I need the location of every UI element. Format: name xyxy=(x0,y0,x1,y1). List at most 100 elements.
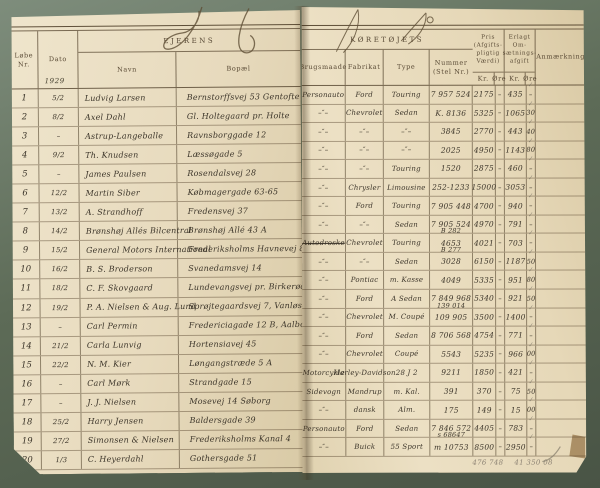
cell-bopael: Løngangstræde 5 A xyxy=(189,358,273,369)
cell-anmaerkning xyxy=(536,197,586,215)
cell-type: Coupé xyxy=(384,345,430,363)
cell-dato: 12/2 xyxy=(39,184,79,202)
cell-navn: Simonsen & Nielsen xyxy=(82,431,180,450)
cell-pris-kr: 4970 xyxy=(473,215,496,233)
cell-nummer-topline: B 282 xyxy=(440,227,462,236)
cell-anmaerkning xyxy=(536,85,586,103)
owner-row: 7 13/2 A. Strandhoff Fredensvej 37 xyxy=(12,201,302,223)
cell-pris-kr: 2875 xyxy=(473,160,496,178)
cell-afgift-kr: 3053 xyxy=(505,178,527,196)
cell-bopael: Lundevangsvej pr. Birkerød xyxy=(188,281,306,292)
cell-afgift-kr: 421 xyxy=(505,364,527,382)
owner-rows: 1 5/2 Ludvig Larsen Bernstorffsvej 53 Gento… xyxy=(11,87,304,471)
cell-bopael: Frederiksholms Havnevej 8 xyxy=(188,243,305,254)
cell-type: Sedan xyxy=(384,420,430,438)
cell-dato: 13/2 xyxy=(40,203,80,221)
cell-pris-kr: 5340 xyxy=(473,290,496,308)
owner-row: 18 25/2 Harry Jensen Baldersgade 39 xyxy=(13,411,303,433)
vehicle-row: Personauto Ford Touring 7 957 524 2175–435– ✓ xyxy=(302,85,586,104)
cell-navn: Carl Permin xyxy=(81,317,179,336)
cell-pris-ore: – xyxy=(496,345,505,363)
cell-type: A Sedan xyxy=(384,290,430,308)
cell-bopael: Brønshøj Allé 43 A xyxy=(187,225,267,235)
cell-anmaerkning xyxy=(536,252,586,270)
cell-dato: 27/2 xyxy=(42,432,82,450)
cell-pris-kr: 2175 xyxy=(473,86,496,104)
kr-label: Kr. xyxy=(509,74,521,83)
cell-lobe-nr: 9 xyxy=(12,242,40,260)
vehicle-row: –″– –″– Touring 1520 2875–460– ✓ xyxy=(302,160,586,179)
cell-afgift-kr: 443 xyxy=(505,123,527,141)
cell-afgift-kr: 1065 xyxy=(505,104,527,122)
cell-afgift-kr: 75 xyxy=(505,382,527,400)
cell-bopael: Gl. Holtegaard pr. Holte xyxy=(186,110,290,121)
cell-type: Touring xyxy=(384,234,430,252)
cell-pris-ore: – xyxy=(496,364,505,382)
col-header-erlagt-afgift: Erlagt Om- sætnings- afgift xyxy=(505,30,535,72)
cell-pris-kr: 370 xyxy=(473,382,496,400)
cell-navn: Ludvig Larsen xyxy=(79,88,177,107)
cell-navn: Carl Mørk xyxy=(81,374,179,393)
cell-afgift-kr: 2950 xyxy=(505,438,527,456)
cell-dato: 14/2 xyxy=(40,222,80,240)
vehicle-row: –″– Chevrolet Sedan K. 8136 5325–1065 30 ✓ xyxy=(302,104,586,123)
pencil-total-pris: 476 748 xyxy=(472,458,504,467)
cell-bopael: Frederiksholms Kanal 4 xyxy=(189,434,292,445)
cell-anmaerkning xyxy=(536,215,586,233)
cell-afgift-kr: 921 xyxy=(505,290,527,308)
owner-row: 5– James Paulsen Rosendalsvej 28 xyxy=(11,163,301,185)
col-header-anmaerkning: Anmærkning xyxy=(536,29,586,84)
cell-type: Touring xyxy=(384,86,430,104)
col-header-navn: Navn xyxy=(78,52,176,88)
vehicle-row: Sidevogn Mandrup m. Kal. 391 370–75 50 ✓ xyxy=(302,382,586,401)
cell-navn: Martin Siber xyxy=(79,183,177,202)
cell-fabrikat: Chrysler xyxy=(346,179,384,197)
cell-nummer: 391 xyxy=(430,382,473,400)
cell-fabrikat: Ford xyxy=(346,327,384,345)
owner-row: 6 12/2 Martin Siber Købmagergade 63-65 xyxy=(11,182,301,204)
vehicle-row: –″– Chevrolet M. Coupé 109 905 139 014 3500–1… xyxy=(302,308,586,327)
cell-nummer: 3028 B 277 xyxy=(430,253,473,271)
vehicle-row: –″– dansk Alm. 175 149–15 00 ✓ xyxy=(302,401,586,420)
pencil-tick: ✓ xyxy=(527,155,534,164)
cell-fabrikat: Chevrolet xyxy=(346,308,384,326)
owner-row: 4 9/2 Th. Knudsen Læssøgade 5 xyxy=(11,144,301,166)
cell-dato: 15/2 xyxy=(40,241,80,259)
cell-fabrikat: Chevrolet xyxy=(346,346,384,364)
owner-row: 19 27/2 Simonsen & Nielsen Frederiksholms K… xyxy=(14,430,304,452)
cell-pris-ore: – xyxy=(496,104,505,122)
cell-fabrikat: –″– xyxy=(346,123,384,141)
cell-nummer: 7 905 448 xyxy=(430,197,473,215)
cell-pris-ore: – xyxy=(496,197,505,215)
cell-navn: General Motors International xyxy=(80,240,178,259)
cell-afgift-kr: 940 xyxy=(505,197,527,215)
cell-nummer: 175 xyxy=(430,401,473,419)
cell-nummer: 3845 xyxy=(430,123,473,141)
cell-navn: P. A. Nielsen & Aug. Lund xyxy=(80,298,178,317)
cell-navn: Th. Knudsen xyxy=(79,145,177,164)
vehicle-row: –″– Ford Touring 7 905 448 4700–940– ✓ xyxy=(302,197,586,216)
fabrikat-label: Fabrikat xyxy=(347,62,381,72)
cell-lobe-nr: 16 xyxy=(13,375,41,393)
cell-fabrikat: –″– xyxy=(346,141,384,159)
cell-pris-ore: – xyxy=(496,290,505,308)
erlagt-label: Erlagt Om- sætnings- afgift xyxy=(502,34,537,65)
cell-afgift-kr: 1143 xyxy=(505,141,527,159)
cell-pris-ore: – xyxy=(496,86,505,104)
cell-navn: J. J. Nielsen xyxy=(81,393,179,412)
koretojets-title-text: KØRETØJETS xyxy=(350,35,425,44)
cell-bopael: Gothersgade 51 xyxy=(189,453,258,464)
dato-label: Dato xyxy=(48,55,67,64)
cell-pris-kr: 5235 xyxy=(473,345,496,363)
lobe-nr-label: Løbe Nr. xyxy=(14,51,34,68)
cell-nummer: 4049 xyxy=(430,271,473,289)
col-header-lobe-nr: Løbe Nr. xyxy=(10,31,38,88)
vehicle-row: –″– Ford Sedan 8 706 568 4754–771– ✓ xyxy=(302,327,586,346)
owner-row: 13– Carl Permin Fredericiagade 12 B, Aalbo… xyxy=(13,316,303,338)
cell-nummer-topline: s 68647 xyxy=(437,431,466,440)
cell-navn: Brønshøj Allés Bilcentral xyxy=(80,221,178,240)
cell-fabrikat: Ford xyxy=(346,420,384,438)
pencil-tick: ✓ xyxy=(527,118,534,127)
cell-dato: – xyxy=(39,165,79,183)
